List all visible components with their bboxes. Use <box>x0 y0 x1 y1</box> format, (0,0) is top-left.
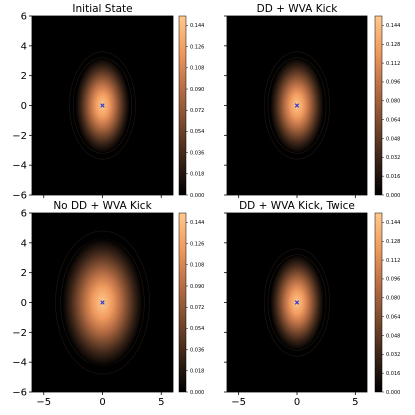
panel-title: Initial State <box>72 3 132 15</box>
colorbar-gradient <box>178 15 187 196</box>
colorbar-tick-label: 0.032 <box>386 155 400 161</box>
colorbar-tick-label: 0.144 <box>386 220 400 226</box>
y-tick-label: −4 <box>12 161 27 172</box>
colorbar-tick-label: 0.144 <box>190 220 204 226</box>
colorbar-tick-label: 0.048 <box>386 333 400 339</box>
center-marker <box>294 300 300 305</box>
panel-title: No DD + WVA Kick <box>53 200 152 212</box>
colorbar-tick-label: 0.064 <box>386 117 400 123</box>
y-tick-label: −6 <box>12 191 27 202</box>
colorbar-tick-label: 0.112 <box>386 258 400 264</box>
contour-ring <box>55 230 150 375</box>
contour-ring <box>72 57 133 154</box>
colorbar: 0.000 0.016 0.032 0.048 0.064 0.080 0.096 0.112… <box>374 212 400 396</box>
center-marker <box>294 103 300 108</box>
colorbar: 0.000 0.018 0.036 0.054 0.072 0.090 0.108 0.126… <box>178 15 204 199</box>
colorbar-tick-label: 0.096 <box>386 80 400 86</box>
x-tick-label: 0 <box>294 397 300 408</box>
panel-title: DD + WVA Kick <box>257 3 339 15</box>
colorbar-tick-label: 0.090 <box>190 87 204 93</box>
colorbar-tick-label: 0.000 <box>190 390 204 396</box>
colorbar-tick-label: 0.048 <box>386 136 400 142</box>
colorbar-gradient <box>178 212 187 393</box>
colorbar: 0.000 0.016 0.032 0.048 0.064 0.080 0.096 0.112… <box>374 15 400 199</box>
panel-2: DD + WVA Kick0.0000.0160.0320.0480.0640.… <box>224 3 400 199</box>
colorbar-tick-label: 0.108 <box>190 66 204 72</box>
colorbar-tick-label: 0.032 <box>386 352 400 358</box>
colorbar-tick-label: 0.144 <box>386 23 400 29</box>
colorbar-gradient <box>374 15 383 196</box>
x-tick-label: 5 <box>158 397 164 408</box>
colorbar-tick-label: 0.144 <box>190 23 204 29</box>
colorbar-tick-label: 0.126 <box>190 241 204 247</box>
panel-title: DD + WVA Kick, Twice <box>239 200 355 212</box>
colorbar-tick-label: 0.126 <box>190 44 204 50</box>
y-tick-label: 4 <box>21 41 27 52</box>
colorbar-tick-label: 0.000 <box>386 390 400 396</box>
colorbar-tick-label: 0.096 <box>386 277 400 283</box>
panel-4: DD + WVA Kick, Twice−5 0 50.0000.0160.0320… <box>224 200 400 408</box>
colorbar-tick-label: 0.128 <box>386 239 400 245</box>
y-tick-label: 0 <box>21 101 27 112</box>
colorbar-tick-label: 0.064 <box>386 314 400 320</box>
colorbar-tick-label: 0.036 <box>190 150 204 156</box>
colorbar-tick-label: 0.112 <box>386 61 400 67</box>
y-tick-label: 6 <box>21 209 27 220</box>
colorbar-tick-label: 0.018 <box>190 369 204 375</box>
colorbar-tick-label: 0.080 <box>386 296 400 302</box>
y-tick-label: −2 <box>12 328 27 339</box>
center-marker <box>100 300 105 305</box>
y-tick-label: −6 <box>12 388 27 399</box>
colorbar-tick-label: 0.054 <box>190 326 204 332</box>
colorbar-tick-label: 0.018 <box>190 172 204 178</box>
contour-ring <box>69 51 136 160</box>
y-tick-label: −4 <box>12 358 27 369</box>
x-tick-label: 5 <box>352 397 358 408</box>
contour-ring <box>264 51 330 160</box>
colorbar-tick-label: 0.016 <box>386 371 400 377</box>
y-tick-label: 2 <box>21 268 27 279</box>
y-tick-label: 4 <box>21 238 27 249</box>
colorbar-tick-label: 0.000 <box>190 193 204 199</box>
colorbar-tick-label: 0.090 <box>190 284 204 290</box>
y-tick-label: 0 <box>21 298 27 309</box>
colorbar-tick-label: 0.108 <box>190 263 204 269</box>
contour-ring <box>267 254 327 351</box>
x-tick-label: −5 <box>36 397 51 408</box>
colorbar: 0.000 0.018 0.036 0.054 0.072 0.090 0.108 0.126… <box>178 212 204 396</box>
center-marker <box>100 103 105 108</box>
colorbar-gradient <box>374 212 383 393</box>
contour-ring <box>264 248 330 357</box>
colorbar-tick-label: 0.054 <box>190 129 204 135</box>
x-tick-label: −5 <box>231 397 246 408</box>
colorbar-tick-label: 0.080 <box>386 99 400 105</box>
y-tick-label: 6 <box>21 12 27 23</box>
x-tick-label: 0 <box>99 397 105 408</box>
colorbar-tick-label: 0.016 <box>386 174 400 180</box>
panel-3: No DD + WVA Kick 6 4 2 0 −2 −4 −6 −5 0 5 0.000 0.018… <box>12 200 204 408</box>
colorbar-tick-label: 0.072 <box>190 305 204 311</box>
contour-ring <box>267 57 327 154</box>
colorbar-tick-label: 0.036 <box>190 347 204 353</box>
colorbar-tick-label: 0.128 <box>386 42 400 48</box>
y-tick-label: 2 <box>21 71 27 82</box>
colorbar-tick-label: 0.072 <box>190 108 204 114</box>
colorbar-tick-label: 0.000 <box>386 193 400 199</box>
y-tick-label: −2 <box>12 131 27 142</box>
